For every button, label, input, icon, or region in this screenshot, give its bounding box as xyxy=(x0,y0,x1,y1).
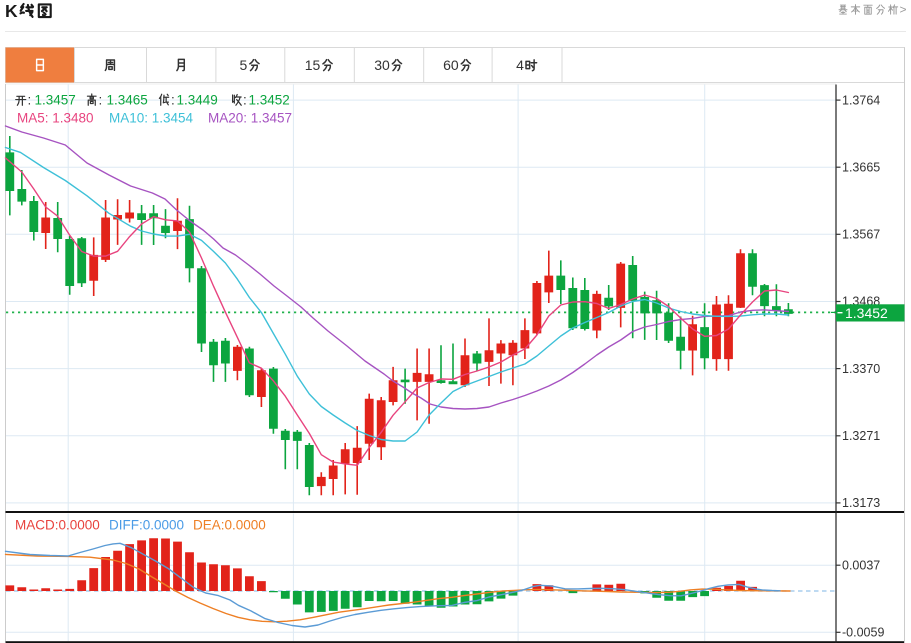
svg-text:1.3465: 1.3465 xyxy=(107,93,148,108)
svg-text:0.0037: 0.0037 xyxy=(842,558,880,572)
svg-text:1.3449: 1.3449 xyxy=(177,93,218,108)
svg-text:1.3567: 1.3567 xyxy=(842,228,880,242)
svg-text:1.3452: 1.3452 xyxy=(845,305,888,321)
svg-text:DEA:0.0000: DEA:0.0000 xyxy=(193,518,266,533)
svg-text:1.3764: 1.3764 xyxy=(842,93,880,107)
svg-text:15: 15 xyxy=(305,57,321,73)
svg-text:MA5: 1.3480: MA5: 1.3480 xyxy=(17,111,94,126)
svg-text:5: 5 xyxy=(239,57,247,73)
svg-text:1.3173: 1.3173 xyxy=(842,496,880,510)
svg-text:4: 4 xyxy=(516,57,524,73)
svg-text:1.3665: 1.3665 xyxy=(842,160,880,174)
svg-text:MACD:0.0000: MACD:0.0000 xyxy=(15,518,100,533)
svg-text::: : xyxy=(243,93,247,108)
svg-text:-0.0059: -0.0059 xyxy=(842,626,884,640)
svg-text::: : xyxy=(171,93,175,108)
svg-text:60: 60 xyxy=(443,57,459,73)
svg-text::: : xyxy=(99,93,103,108)
svg-text:>: > xyxy=(900,3,907,17)
svg-text:1.3452: 1.3452 xyxy=(249,93,290,108)
svg-text:1.3271: 1.3271 xyxy=(842,429,880,443)
svg-text:K: K xyxy=(5,1,18,21)
svg-text::: : xyxy=(28,93,32,108)
svg-text:MA10: 1.3454: MA10: 1.3454 xyxy=(109,111,194,126)
svg-text:DIFF:0.0000: DIFF:0.0000 xyxy=(109,518,184,533)
svg-text:1.3457: 1.3457 xyxy=(35,93,76,108)
svg-text:1.3370: 1.3370 xyxy=(842,362,880,376)
svg-text:30: 30 xyxy=(374,57,390,73)
svg-text:MA20: 1.3457: MA20: 1.3457 xyxy=(208,111,292,126)
